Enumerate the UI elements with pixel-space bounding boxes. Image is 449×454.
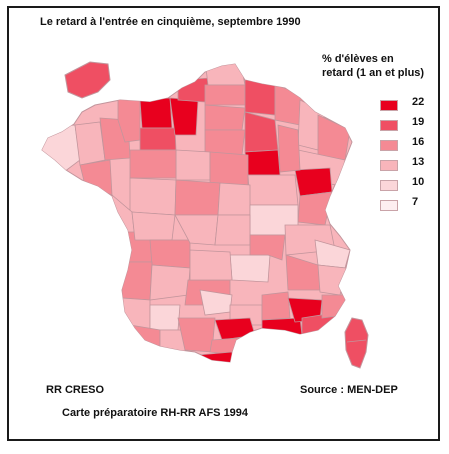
region-aube — [244, 149, 281, 176]
region-cher — [174, 179, 221, 216]
region-paris — [204, 129, 246, 156]
region-vienne — [131, 211, 176, 241]
credit-left: RR CRESO — [46, 384, 105, 396]
region-cote-dor — [247, 174, 299, 206]
region-eure — [169, 97, 199, 136]
region-dordogne — [149, 264, 191, 301]
legend-swatch-13 — [380, 160, 398, 171]
region-alpes-maritimes — [321, 294, 352, 319]
legend-value-16: 16 — [412, 136, 425, 148]
region-nord — [204, 64, 246, 86]
region-hautes-alpes — [317, 264, 347, 296]
legend-swatch-16 — [380, 140, 398, 151]
map-caption: Carte préparatoire RH-RR AFS 1994 — [62, 407, 249, 419]
region-loire-atlantique — [79, 159, 113, 196]
legend-value-10: 10 — [412, 176, 425, 188]
legend-swatch-22 — [380, 100, 398, 111]
legend-title-line1: % d'élèves en — [322, 53, 394, 65]
legend-title-line2: retard (1 an et plus) — [322, 67, 425, 79]
region-haute-saone — [294, 167, 333, 197]
region-yonne — [209, 151, 249, 186]
region-cantal — [189, 249, 233, 281]
corsica — [344, 317, 369, 369]
region-haute-vienne — [149, 239, 191, 269]
region-gironde — [121, 261, 153, 301]
map-title: Le retard à l'entrée en cinquième, septe… — [40, 16, 301, 28]
region-oise — [204, 104, 246, 131]
region-nievre — [217, 182, 251, 216]
region-gard — [261, 291, 291, 321]
legend-title: % d'élèves en retard (1 an et plus) — [322, 52, 432, 80]
source-label: Source : MEN-DEP — [300, 384, 398, 396]
region-herault — [214, 317, 256, 341]
brittany-tip — [64, 61, 111, 99]
region-orne — [139, 127, 177, 151]
region-indre — [129, 177, 177, 216]
region-haute-marne — [277, 124, 301, 173]
region-puy-de-dome — [229, 254, 271, 283]
legend-value-13: 13 — [412, 156, 425, 168]
legend-value-19: 19 — [412, 116, 425, 128]
legend-swatch-10 — [380, 180, 398, 191]
region-loiret — [175, 149, 211, 181]
legend-swatch-7 — [380, 200, 398, 211]
region-somme — [204, 84, 246, 106]
region-lot-et-garonne — [149, 304, 181, 331]
region-brittany-central — [74, 121, 106, 166]
legend-swatch-19 — [380, 120, 398, 131]
region-calvados — [139, 97, 173, 129]
region-sarthe — [129, 149, 177, 179]
legend-value-7: 7 — [412, 196, 419, 208]
region-allier — [214, 214, 251, 246]
region-loire — [249, 234, 286, 261]
legend-value-22: 22 — [412, 96, 425, 108]
